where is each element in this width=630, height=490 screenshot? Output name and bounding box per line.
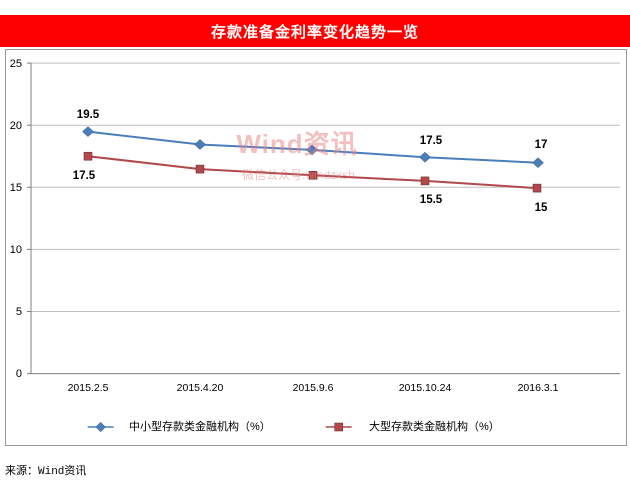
svg-text:20: 20 [10,120,22,132]
svg-text:17.5: 17.5 [420,135,443,147]
svg-text:10: 10 [10,244,22,256]
svg-text:2015.10.24: 2015.10.24 [399,382,452,394]
svg-text:17.5: 17.5 [73,170,96,182]
svg-text:15: 15 [10,182,22,194]
svg-text:2015.4.20: 2015.4.20 [177,382,224,394]
svg-text:17: 17 [535,139,548,151]
svg-text:2016.3.1: 2016.3.1 [518,382,559,394]
svg-text:0: 0 [16,368,22,380]
svg-text:19.5: 19.5 [77,109,100,121]
svg-text:25: 25 [10,58,22,70]
svg-text:5: 5 [16,306,22,318]
svg-text:2015.2.5: 2015.2.5 [68,382,109,394]
svg-text:15: 15 [535,202,548,214]
svg-text:2015.9.6: 2015.9.6 [293,382,334,394]
svg-text:15.5: 15.5 [420,194,443,206]
